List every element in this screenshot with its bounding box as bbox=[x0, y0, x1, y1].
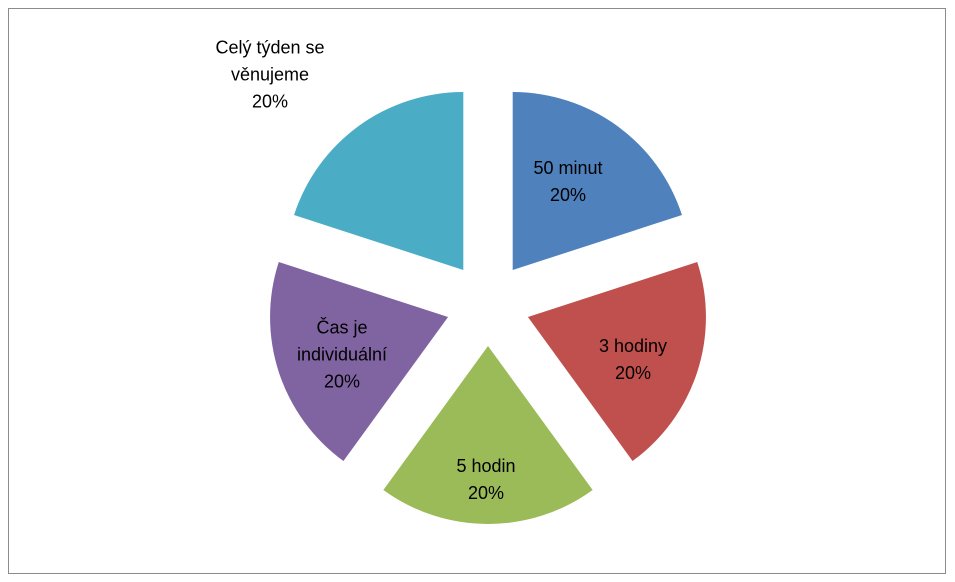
slice-label: 5 hodin 20% bbox=[426, 453, 546, 507]
category-label: Čas je individuální bbox=[296, 317, 388, 365]
value-label: 20% bbox=[549, 185, 587, 205]
slice-label: Čas je individuální 20% bbox=[287, 315, 397, 396]
slice-label: 50 minut 20% bbox=[508, 155, 628, 209]
value-label: 20% bbox=[467, 483, 505, 503]
slice-label: Celý týden se věnujeme 20% bbox=[203, 35, 338, 116]
value-label: 20% bbox=[251, 91, 289, 112]
slice-label: 3 hodiny 20% bbox=[573, 333, 693, 387]
pie-slice bbox=[512, 92, 682, 271]
category-label: 50 minut bbox=[533, 158, 603, 178]
value-label: 20% bbox=[323, 371, 361, 392]
pie-slice bbox=[383, 346, 593, 524]
pie-slice bbox=[270, 261, 449, 461]
chart-frame bbox=[8, 8, 946, 574]
category-label: 5 hodin bbox=[456, 456, 516, 476]
pie-slice bbox=[527, 261, 706, 461]
pie-slice bbox=[294, 92, 464, 271]
category-label: Celý týden se věnujeme bbox=[215, 37, 325, 85]
value-label: 20% bbox=[614, 363, 652, 383]
category-label: 3 hodiny bbox=[598, 336, 668, 356]
